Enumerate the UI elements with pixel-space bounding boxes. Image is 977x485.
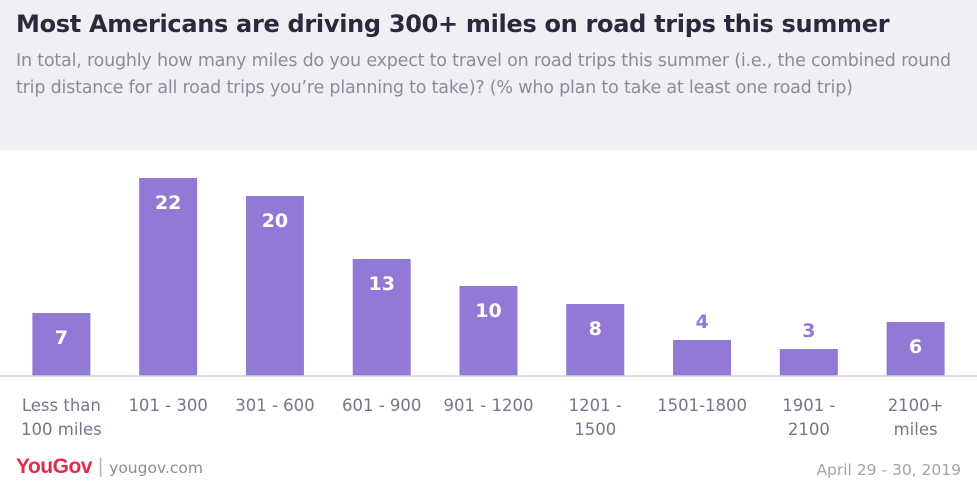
bar: [459, 286, 518, 376]
logo-separator: |: [97, 456, 104, 478]
category-label: 2100+: [888, 396, 944, 415]
bar: [352, 259, 411, 376]
data-label: 22: [155, 192, 181, 214]
chart-title: Most Americans are driving 300+ miles on…: [16, 10, 890, 38]
category-label: 1201 -: [569, 396, 622, 415]
category-label: Less than: [22, 396, 101, 415]
data-label: 6: [909, 336, 922, 358]
category-label: 601 - 900: [342, 396, 421, 415]
category-label: 101 - 300: [128, 396, 207, 415]
bar-chart: 7 Less than 100 miles 22 101 - 300 20 301 - 60…: [0, 178, 977, 439]
category-label: miles: [894, 420, 938, 439]
survey-date: April 29 - 30, 2019: [816, 461, 961, 479]
data-label: 13: [368, 273, 394, 295]
category-label: 1501-1800: [657, 396, 747, 415]
yougov-logo[interactable]: YouGov | yougov.com: [16, 455, 203, 479]
bar: [32, 313, 91, 376]
category-label: 901 - 1200: [444, 396, 534, 415]
category-label: 1901 -: [782, 396, 835, 415]
yougov-brand: YouGov: [16, 455, 92, 478]
bar: [886, 322, 945, 376]
category-label: 2100: [788, 420, 830, 439]
chart-subtitle: In total, roughly how many miles do you …: [16, 51, 951, 98]
data-label: 3: [802, 320, 815, 342]
bar: [673, 340, 732, 376]
category-label: 1500: [574, 420, 616, 439]
data-label: 8: [589, 318, 602, 340]
website-link[interactable]: yougov.com: [109, 459, 203, 477]
bar: [139, 178, 198, 376]
data-label: 20: [262, 210, 288, 232]
category-label: 301 - 600: [235, 396, 314, 415]
bar: [566, 304, 625, 376]
data-label: 4: [695, 311, 708, 333]
category-label: 100 miles: [21, 420, 102, 439]
data-label: 7: [55, 327, 68, 349]
bar: [245, 196, 304, 376]
data-label: 10: [475, 300, 501, 322]
bar: [779, 349, 838, 376]
chart-header: Most Americans are driving 300+ miles on…: [0, 0, 977, 150]
